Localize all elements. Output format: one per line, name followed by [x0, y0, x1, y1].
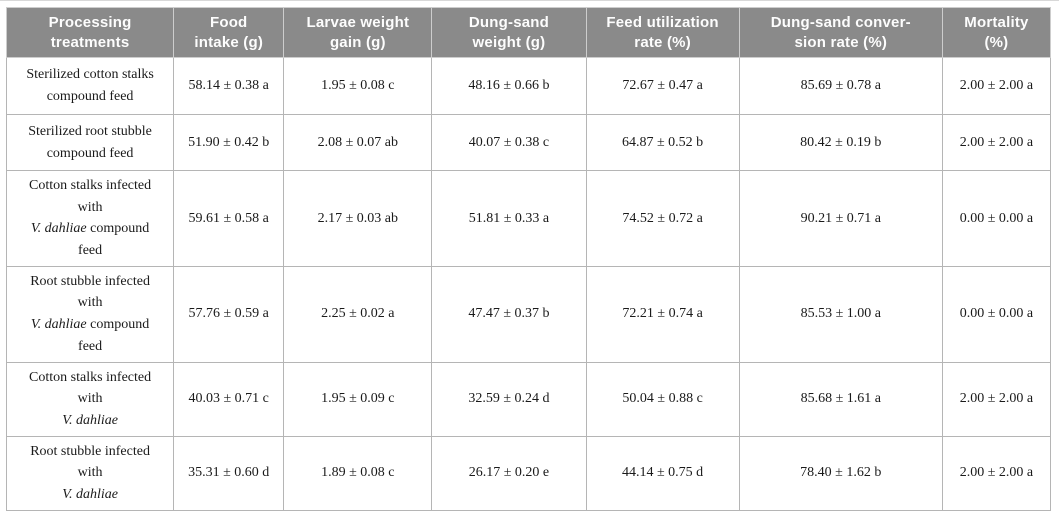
treatment-line: feed	[13, 240, 167, 262]
treatment-line: V. dahliae	[13, 410, 167, 432]
table-row: Cotton stalks infected with V. dahliae 40.0…	[7, 362, 1051, 436]
treatment-cell: Cotton stalks infected with V. dahliae com…	[7, 171, 174, 267]
header-row: ProcessingtreatmentsFoodintake (g)Larvae…	[7, 8, 1051, 58]
species-name: V. dahliae	[62, 487, 118, 502]
value-cell: 72.67 ± 0.47 a	[586, 58, 739, 115]
treatment-line: with	[13, 388, 167, 410]
table-row: Root stubble infected with V. dahliae comp…	[7, 266, 1051, 362]
header-dung-sand-weight: Dung-sandweight (g)	[432, 8, 586, 58]
value-cell: 78.40 ± 1.62 b	[739, 436, 942, 510]
value-cell: 40.03 ± 0.71 c	[174, 362, 284, 436]
treatment-text: Cotton stalks infected	[29, 370, 151, 385]
value-cell: 0.00 ± 0.00 a	[942, 266, 1050, 362]
value-cell: 74.52 ± 0.72 a	[586, 171, 739, 267]
treatment-line: compound feed	[13, 143, 167, 165]
value-cell: 1.89 ± 0.08 c	[284, 436, 432, 510]
table-row: Cotton stalks infected with V. dahliae com…	[7, 171, 1051, 267]
value-cell: 1.95 ± 0.08 c	[284, 58, 432, 115]
treatment-cell: Root stubble infected with V. dahliae	[7, 436, 174, 510]
value-cell: 51.90 ± 0.42 b	[174, 115, 284, 171]
header-dung-sand-conversion-rate: Dung-sand conver-sion rate (%)	[739, 8, 942, 58]
treatment-text: feed	[78, 243, 102, 258]
value-cell: 26.17 ± 0.20 e	[432, 436, 586, 510]
treatment-line: Sterilized root stubble	[13, 121, 167, 143]
table-body: Sterilized cotton stalks compound feed 58.…	[7, 58, 1051, 511]
header-food-intake: Foodintake (g)	[174, 8, 284, 58]
header-processing-treatments: Processingtreatments	[7, 8, 174, 58]
treatment-cell: Sterilized cotton stalks compound feed	[7, 58, 174, 115]
header-mortality: Mortality(%)	[942, 8, 1050, 58]
treatment-text: compound feed	[47, 89, 134, 104]
value-cell: 48.16 ± 0.66 b	[432, 58, 586, 115]
value-cell: 44.14 ± 0.75 d	[586, 436, 739, 510]
treatment-line: Sterilized cotton stalks	[13, 64, 167, 86]
value-cell: 58.14 ± 0.38 a	[174, 58, 284, 115]
value-cell: 2.00 ± 2.00 a	[942, 58, 1050, 115]
value-cell: 40.07 ± 0.38 c	[432, 115, 586, 171]
value-cell: 47.47 ± 0.37 b	[432, 266, 586, 362]
treatment-line: with	[13, 197, 167, 219]
value-cell: 51.81 ± 0.33 a	[432, 171, 586, 267]
header-larvae-weight-gain: Larvae weightgain (g)	[284, 8, 432, 58]
value-cell: 85.53 ± 1.00 a	[739, 266, 942, 362]
value-cell: 0.00 ± 0.00 a	[942, 171, 1050, 267]
value-cell: 2.25 ± 0.02 a	[284, 266, 432, 362]
treatment-line: Cotton stalks infected	[13, 175, 167, 197]
page-top-border	[0, 0, 1059, 1]
treatment-text: compound feed	[47, 146, 134, 161]
treatment-text: with	[78, 295, 103, 310]
results-table: ProcessingtreatmentsFoodintake (g)Larvae…	[6, 7, 1051, 511]
value-cell: 85.69 ± 0.78 a	[739, 58, 942, 115]
species-name: V. dahliae	[62, 413, 118, 428]
value-cell: 35.31 ± 0.60 d	[174, 436, 284, 510]
treatment-line: with	[13, 462, 167, 484]
treatment-text: feed	[78, 339, 102, 354]
table-row: Sterilized cotton stalks compound feed 58.…	[7, 58, 1051, 115]
table-row: Root stubble infected with V. dahliae 35.31…	[7, 436, 1051, 510]
value-cell: 85.68 ± 1.61 a	[739, 362, 942, 436]
treatment-line: V. dahliae compound	[13, 314, 167, 336]
treatment-text: with	[78, 200, 103, 215]
treatment-text: with	[78, 465, 103, 480]
treatment-cell: Sterilized root stubble compound feed	[7, 115, 174, 171]
value-cell: 2.17 ± 0.03 ab	[284, 171, 432, 267]
treatment-line: with	[13, 292, 167, 314]
treatment-text: Cotton stalks infected	[29, 178, 151, 193]
treatment-text: with	[78, 391, 103, 406]
value-cell: 2.08 ± 0.07 ab	[284, 115, 432, 171]
treatment-cell: Cotton stalks infected with V. dahliae	[7, 362, 174, 436]
treatment-cell: Root stubble infected with V. dahliae comp…	[7, 266, 174, 362]
treatment-line: V. dahliae	[13, 484, 167, 506]
treatment-line: Root stubble infected	[13, 441, 167, 463]
value-cell: 1.95 ± 0.09 c	[284, 362, 432, 436]
value-cell: 2.00 ± 2.00 a	[942, 436, 1050, 510]
treatment-text: Root stubble infected	[30, 444, 150, 459]
value-cell: 2.00 ± 2.00 a	[942, 362, 1050, 436]
treatment-text: Sterilized cotton stalks	[26, 67, 154, 82]
value-cell: 59.61 ± 0.58 a	[174, 171, 284, 267]
species-name: V. dahliae	[31, 221, 87, 236]
treatment-text: Root stubble infected	[30, 274, 150, 289]
treatment-line: Cotton stalks infected	[13, 367, 167, 389]
species-name: V. dahliae	[31, 317, 87, 332]
treatment-line: Root stubble infected	[13, 271, 167, 293]
value-cell: 50.04 ± 0.88 c	[586, 362, 739, 436]
value-cell: 2.00 ± 2.00 a	[942, 115, 1050, 171]
results-table-container: ProcessingtreatmentsFoodintake (g)Larvae…	[6, 7, 1051, 511]
treatment-text: Sterilized root stubble	[28, 124, 152, 139]
table-header: ProcessingtreatmentsFoodintake (g)Larvae…	[7, 8, 1051, 58]
header-feed-utilization-rate: Feed utilizationrate (%)	[586, 8, 739, 58]
treatment-text: compound	[87, 317, 150, 332]
value-cell: 72.21 ± 0.74 a	[586, 266, 739, 362]
value-cell: 64.87 ± 0.52 b	[586, 115, 739, 171]
value-cell: 80.42 ± 0.19 b	[739, 115, 942, 171]
value-cell: 32.59 ± 0.24 d	[432, 362, 586, 436]
value-cell: 90.21 ± 0.71 a	[739, 171, 942, 267]
value-cell: 57.76 ± 0.59 a	[174, 266, 284, 362]
treatment-line: feed	[13, 336, 167, 358]
table-row: Sterilized root stubble compound feed 51.9…	[7, 115, 1051, 171]
treatment-line: compound feed	[13, 86, 167, 108]
treatment-line: V. dahliae compound	[13, 218, 167, 240]
treatment-text: compound	[87, 221, 150, 236]
